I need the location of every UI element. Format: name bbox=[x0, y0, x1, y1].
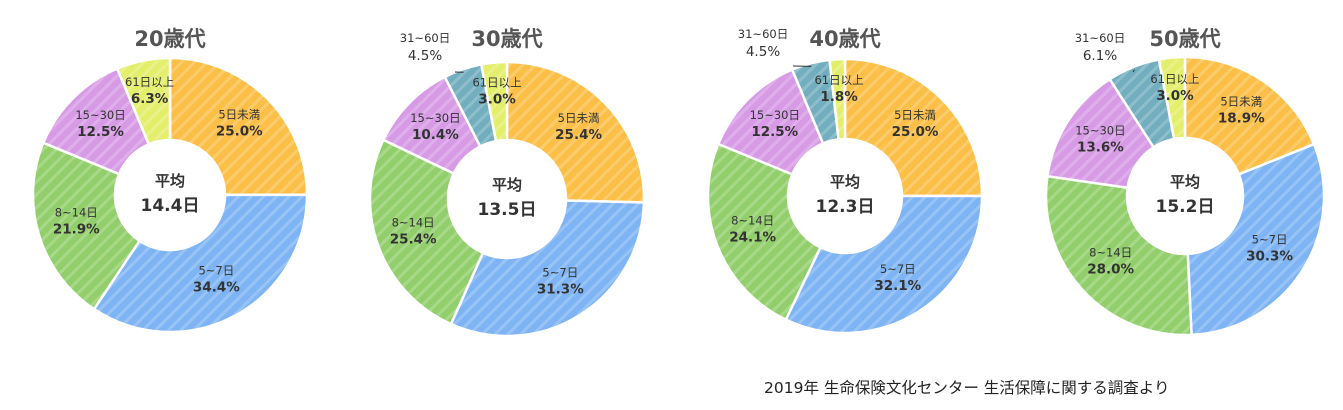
slice-value-8-14-days: 28.0% bbox=[1087, 262, 1134, 278]
slice-value-61-days-plus: 3.0% bbox=[1156, 88, 1194, 104]
slice-stripes-5-7-days bbox=[1187, 144, 1324, 335]
slice-label-5-7-days: 5~7日 bbox=[1252, 232, 1288, 246]
center-label: 平均 bbox=[1170, 173, 1200, 191]
slice-label-61-days-plus: 61日以上 bbox=[1150, 72, 1199, 86]
slice-label-8-14-days: 8~14日 bbox=[1089, 246, 1132, 260]
center-value: 12.3日 bbox=[816, 197, 875, 217]
slice-stripes-61-days-plus bbox=[829, 59, 845, 140]
slice-label-8-14-days: 8~14日 bbox=[55, 206, 98, 220]
slice-value-5-7-days: 34.4% bbox=[193, 279, 240, 295]
donut-chart-2: 30歳代 5日未満 25.4% 5~7日 31.3% 8~14日 25.4% 15~30日 10… bbox=[368, 27, 646, 338]
slice-stripes-8-14-days bbox=[370, 139, 483, 325]
slice-value-under-5-days: 25.4% bbox=[555, 127, 602, 143]
center-label: 平均 bbox=[155, 172, 185, 190]
center-value: 15.2日 bbox=[1156, 197, 1215, 217]
slice-label-under-5-days: 5日未満 bbox=[558, 111, 600, 125]
slice-stripes-under-5-days bbox=[507, 62, 644, 203]
slice-value-15-30-days: 12.5% bbox=[77, 124, 124, 140]
slice-value-5-7-days: 30.3% bbox=[1246, 248, 1293, 264]
slice-label-15-30-days: 15~30日 bbox=[750, 108, 800, 122]
slice-stripes-8-14-days bbox=[33, 142, 140, 310]
slice-value-under-5-days: 25.0% bbox=[892, 124, 939, 140]
slice-stripes-61-days-plus bbox=[481, 62, 507, 142]
slice-stripes-15-30-days bbox=[718, 69, 824, 175]
slice-stripes-5-7-days bbox=[94, 194, 307, 332]
center-value: 14.4日 bbox=[141, 196, 200, 216]
slice-value-61-days-plus: 1.8% bbox=[820, 89, 858, 105]
slice-value-5-7-days: 32.1% bbox=[874, 278, 921, 294]
slice-value-8-14-days: 21.9% bbox=[53, 222, 100, 238]
slice-value-15-30-days: 12.5% bbox=[751, 124, 798, 140]
slice-value-31-60-days: 6.1% bbox=[1083, 48, 1117, 64]
donut-chart-4: 50歳代 5日未満 18.9% 5~7日 30.3% 8~14日 28.0% 15~30日 13… bbox=[1044, 27, 1326, 337]
slice-label-61-days-plus: 61日以上 bbox=[472, 75, 521, 89]
slice-value-8-14-days: 25.4% bbox=[390, 231, 437, 247]
chart-title: 40歳代 bbox=[809, 27, 880, 51]
slice-stripes-61-days-plus bbox=[1158, 57, 1185, 140]
slice-stripes-under-5-days bbox=[1185, 57, 1314, 175]
slice-stripes-31-60-days bbox=[1109, 59, 1175, 148]
slice-label-15-30-days: 15~30日 bbox=[410, 111, 460, 125]
slice-value-61-days-plus: 3.0% bbox=[478, 91, 516, 107]
slice-stripes-5-7-days bbox=[785, 196, 982, 333]
slice-stripes-8-14-days bbox=[708, 143, 821, 320]
slice-label-under-5-days: 5日未満 bbox=[894, 108, 936, 122]
slice-value-under-5-days: 18.9% bbox=[1218, 111, 1265, 127]
slice-stripes-5-7-days bbox=[451, 200, 644, 337]
slice-value-15-30-days: 13.6% bbox=[1077, 140, 1124, 156]
chart-title: 20歳代 bbox=[134, 27, 205, 51]
slice-value-15-30-days: 10.4% bbox=[412, 127, 459, 143]
slice-stripes-31-60-days bbox=[444, 64, 496, 147]
chart-title: 30歳代 bbox=[471, 27, 542, 51]
slice-stripes-8-14-days bbox=[1046, 176, 1192, 335]
leader-line-31-60-days bbox=[1132, 69, 1135, 73]
slice-stripes-under-5-days bbox=[845, 59, 982, 196]
center-value: 13.5日 bbox=[478, 200, 537, 220]
center-label: 平均 bbox=[830, 173, 860, 191]
slice-label-5-7-days: 5~7日 bbox=[542, 266, 578, 280]
slice-label-61-days-plus: 61日以上 bbox=[814, 73, 863, 87]
slice-label-8-14-days: 8~14日 bbox=[731, 214, 774, 228]
slice-value-8-14-days: 24.1% bbox=[729, 230, 776, 246]
slice-label-5-7-days: 5~7日 bbox=[880, 262, 916, 276]
slice-value-5-7-days: 31.3% bbox=[537, 282, 584, 298]
slice-stripes-61-days-plus bbox=[117, 58, 170, 145]
slice-label-5-7-days: 5~7日 bbox=[198, 263, 234, 277]
slice-value-31-60-days: 4.5% bbox=[408, 48, 442, 64]
slice-label-15-30-days: 15~30日 bbox=[1075, 124, 1125, 138]
slice-stripes-31-60-days bbox=[792, 59, 839, 144]
slice-label-under-5-days: 5日未満 bbox=[1220, 95, 1262, 109]
slice-stripes-under-5-days bbox=[170, 58, 307, 195]
center-label: 平均 bbox=[492, 176, 522, 194]
donut-chart-3: 40歳代 5日未満 25.0% 5~7日 32.1% 8~14日 24.1% 15~30日 12… bbox=[706, 27, 984, 335]
source-note: 2019年 生命保険文化センター 生活保障に関する調査より bbox=[764, 379, 1170, 397]
slice-label-31-60-days: 31~60日 bbox=[1075, 31, 1125, 45]
slice-value-61-days-plus: 6.3% bbox=[131, 91, 169, 107]
slice-stripes-15-30-days bbox=[43, 68, 149, 175]
donut-chart-1: 20歳代 5日未満 25.0% 5~7日 34.4% 8~14日 21.9% 15~30日 12… bbox=[31, 27, 309, 334]
slice-label-15-30-days: 15~30日 bbox=[75, 108, 125, 122]
slice-value-under-5-days: 25.0% bbox=[216, 124, 263, 140]
slice-label-31-60-days: 31~60日 bbox=[400, 31, 450, 45]
slice-label-61-days-plus: 61日以上 bbox=[125, 75, 174, 89]
slice-label-8-14-days: 8~14日 bbox=[392, 215, 435, 229]
slice-label-31-60-days: 31~60日 bbox=[738, 27, 788, 41]
chart-title: 50歳代 bbox=[1149, 27, 1220, 51]
slice-label-under-5-days: 5日未満 bbox=[218, 108, 260, 122]
slice-value-31-60-days: 4.5% bbox=[746, 44, 780, 60]
